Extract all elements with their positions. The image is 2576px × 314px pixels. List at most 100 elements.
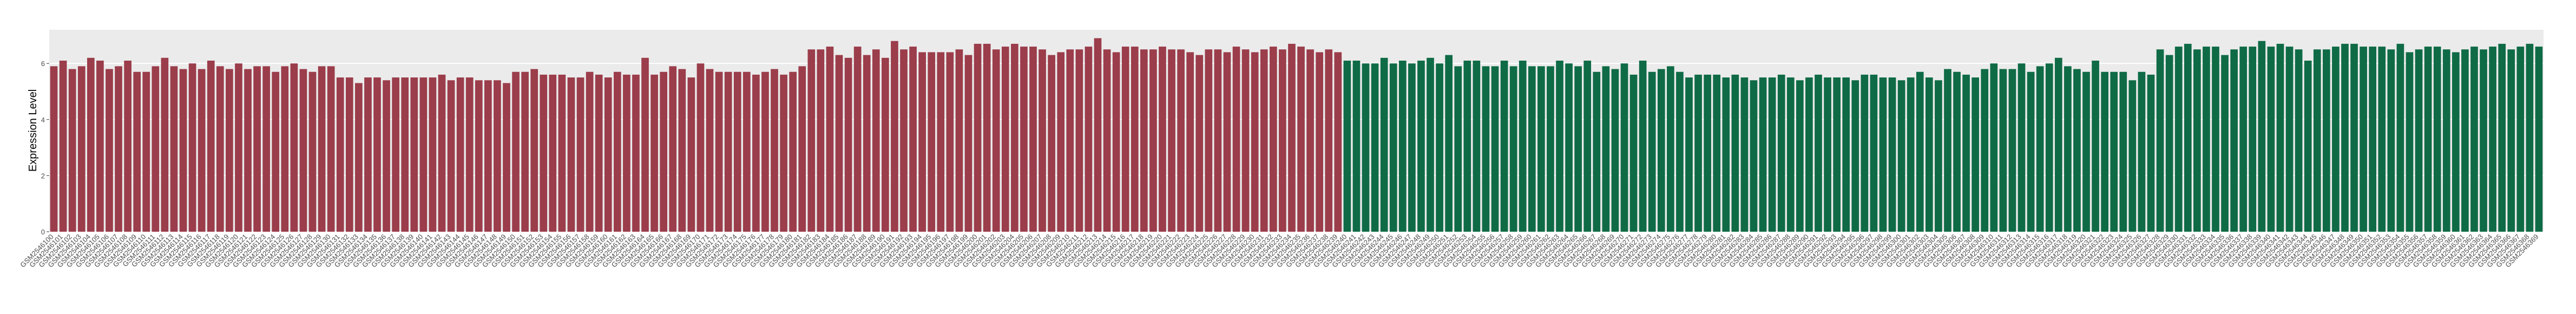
bar	[152, 66, 160, 232]
bar	[216, 66, 224, 232]
bar	[1593, 71, 1601, 232]
bar	[2433, 47, 2441, 232]
bar	[2147, 74, 2155, 232]
bar	[1232, 47, 1240, 232]
bar	[1186, 52, 1194, 232]
bar	[2498, 43, 2506, 232]
bar	[124, 60, 132, 232]
bar	[262, 66, 270, 232]
bar	[1223, 52, 1231, 232]
bar	[1020, 47, 1028, 232]
bar	[308, 71, 317, 232]
bar	[465, 77, 474, 232]
bar	[2378, 47, 2386, 232]
bar	[2138, 71, 2146, 232]
bar	[512, 71, 520, 232]
bar	[115, 66, 122, 232]
bar	[1316, 52, 1324, 232]
bar	[2073, 69, 2081, 232]
bar	[299, 69, 307, 232]
bar	[1565, 63, 1573, 232]
bar	[1833, 77, 1841, 232]
bar	[650, 74, 658, 232]
bar	[992, 49, 1000, 232]
bar	[1168, 49, 1175, 232]
bar	[1786, 77, 1795, 232]
bar	[1473, 60, 1481, 232]
bar	[429, 77, 437, 232]
bar	[1731, 74, 1739, 232]
bar	[2369, 47, 2377, 232]
bar	[2415, 49, 2423, 232]
bar	[521, 71, 529, 232]
bar	[188, 63, 196, 232]
bar	[1768, 77, 1776, 232]
bar	[660, 71, 668, 232]
bar	[1297, 47, 1305, 232]
bar	[946, 52, 954, 232]
bar	[419, 77, 428, 232]
bar	[641, 57, 649, 232]
bar	[780, 74, 787, 232]
bar	[2239, 47, 2248, 232]
bar	[1482, 66, 1490, 232]
bar	[133, 71, 141, 232]
bar	[290, 63, 298, 232]
bar	[355, 83, 363, 232]
bar	[1463, 60, 1471, 232]
bar	[1140, 49, 1148, 232]
bar	[1972, 77, 1980, 232]
bar	[456, 77, 464, 232]
bar	[1990, 63, 1998, 232]
bar	[2341, 43, 2349, 232]
bar	[2193, 49, 2201, 232]
bar	[632, 74, 640, 232]
bar	[1325, 49, 1333, 232]
bar	[281, 66, 289, 232]
bar	[1195, 55, 1204, 232]
bar	[1519, 60, 1527, 232]
bar	[2018, 63, 2026, 232]
bar	[2092, 60, 2099, 232]
bar	[1805, 77, 1813, 232]
bar	[2285, 47, 2294, 232]
bar	[706, 69, 714, 232]
bar	[438, 74, 446, 232]
bar	[863, 55, 871, 232]
bar	[475, 80, 483, 232]
bar	[2526, 43, 2534, 232]
bar	[1427, 57, 1434, 232]
bar	[2350, 43, 2358, 232]
bar	[1667, 66, 1674, 232]
bar	[1842, 77, 1850, 232]
bar	[1629, 74, 1638, 232]
bar	[142, 71, 150, 232]
bar	[1205, 49, 1213, 232]
bar	[576, 77, 584, 232]
bar	[1094, 38, 1102, 232]
bar	[604, 77, 612, 232]
bar	[410, 77, 418, 232]
bar	[2304, 60, 2312, 232]
bar	[1999, 69, 2007, 232]
bar	[1011, 43, 1018, 232]
bar	[2045, 63, 2053, 232]
y-tick-label: 4	[41, 116, 45, 124]
bar	[96, 60, 104, 232]
bar	[2535, 47, 2543, 232]
bar	[891, 41, 898, 232]
bar	[2406, 52, 2414, 232]
bar	[50, 66, 58, 232]
bar	[68, 69, 76, 232]
bar	[87, 57, 95, 232]
bar	[928, 52, 936, 232]
bar	[1500, 60, 1508, 232]
bar	[835, 55, 843, 232]
bar	[1288, 43, 1296, 232]
bar	[2110, 71, 2118, 232]
bar	[1112, 52, 1120, 232]
bar	[1075, 49, 1083, 232]
bar	[955, 49, 963, 232]
bar	[771, 69, 778, 232]
